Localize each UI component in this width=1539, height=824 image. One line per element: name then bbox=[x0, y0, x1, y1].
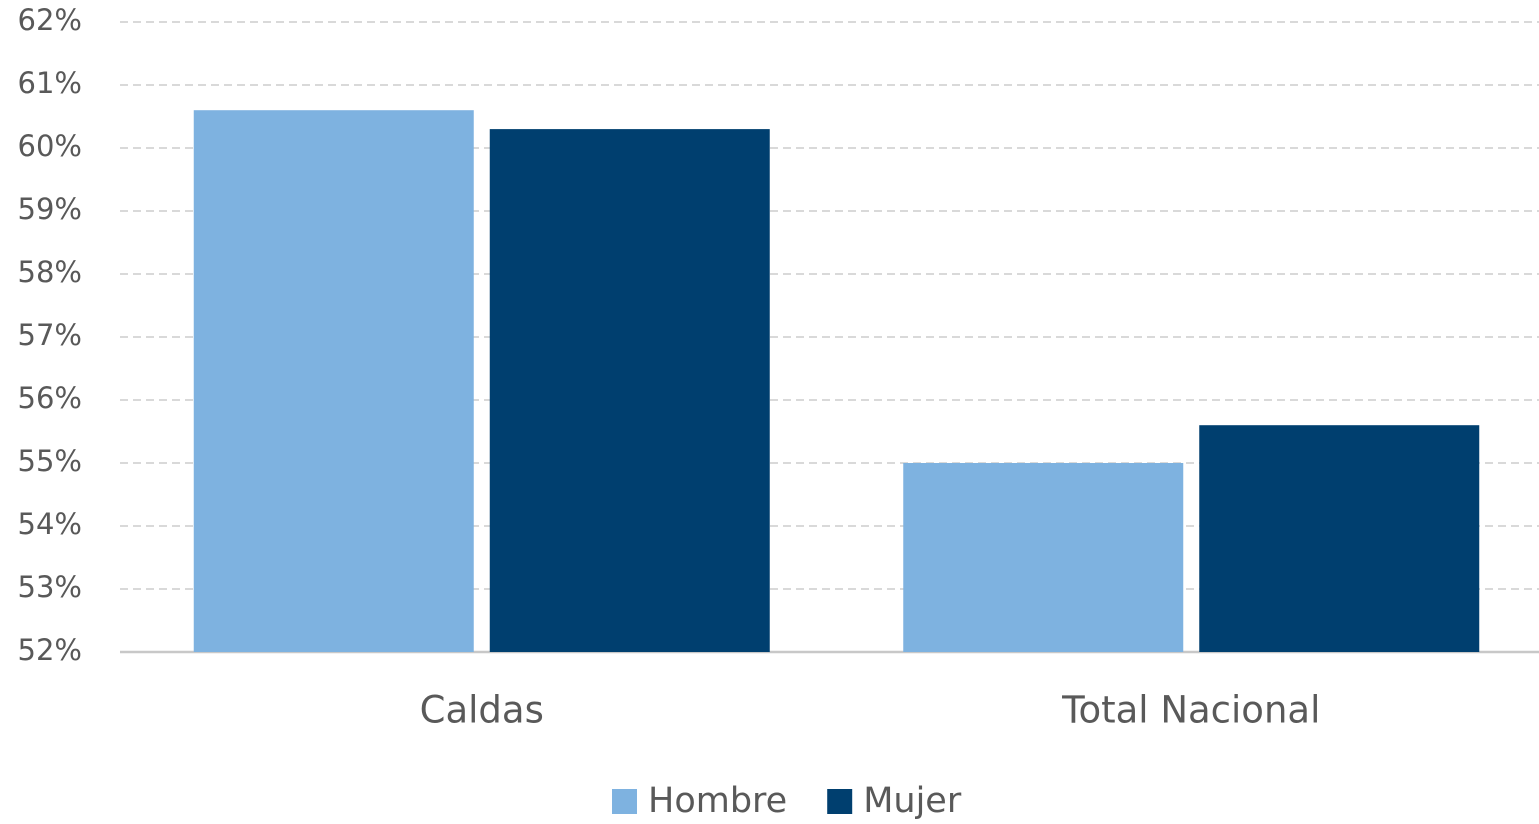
legend-label: Hombre bbox=[648, 781, 787, 820]
y-tick-label: 58% bbox=[18, 255, 82, 289]
bar bbox=[903, 463, 1184, 652]
y-tick-label: 62% bbox=[18, 3, 82, 37]
legend-swatch bbox=[612, 789, 637, 814]
x-tick-label: Total Nacional bbox=[1061, 689, 1320, 732]
y-tick-label: 53% bbox=[18, 570, 82, 604]
legend-swatch bbox=[827, 789, 853, 814]
y-tick-label: 56% bbox=[18, 381, 82, 415]
y-tick-label: 54% bbox=[18, 507, 82, 541]
y-tick-label: 60% bbox=[18, 129, 82, 163]
bar bbox=[193, 110, 474, 652]
y-tick-label: 59% bbox=[18, 192, 82, 226]
y-tick-label: 61% bbox=[18, 66, 82, 100]
y-tick-label: 52% bbox=[18, 633, 82, 667]
bar bbox=[489, 129, 770, 653]
y-tick-label: 57% bbox=[18, 318, 82, 352]
x-tick-label: Caldas bbox=[420, 689, 544, 732]
bar bbox=[1199, 425, 1480, 652]
legend-label: Mujer bbox=[863, 781, 962, 820]
y-tick-label: 55% bbox=[18, 444, 82, 478]
